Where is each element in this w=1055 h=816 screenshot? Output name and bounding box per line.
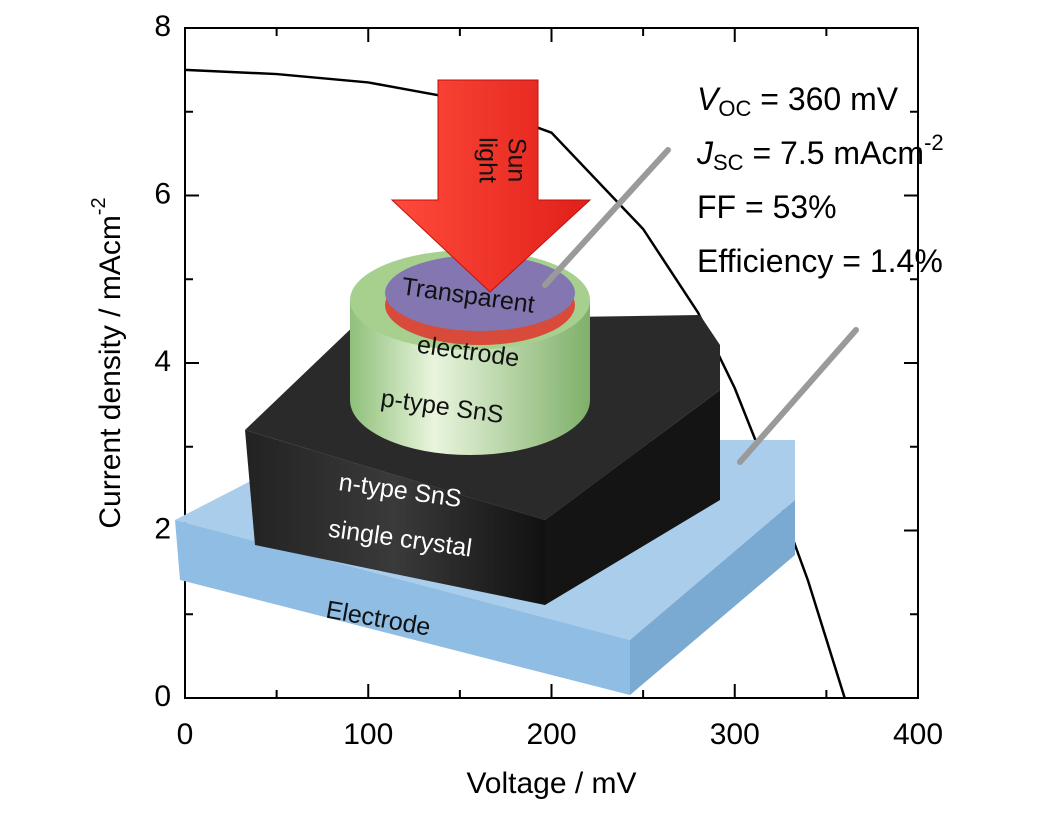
y-tick-label: 4 [154, 345, 171, 378]
x-tick-label: 400 [893, 718, 943, 751]
y-tick-label: 8 [154, 10, 171, 43]
y-tick-label: 6 [154, 177, 171, 210]
y-tick-label: 2 [154, 512, 171, 545]
y-tick-label: 0 [154, 680, 171, 713]
probe-needle [740, 330, 856, 462]
x-axis-label: Voltage / mV [466, 767, 636, 800]
annotation-subscript: OC [718, 96, 751, 121]
y-axis-label: Current density / mAcm-2 [88, 197, 127, 528]
annotation-text: = 7.5 mAcm [744, 135, 925, 171]
x-tick-label: 100 [343, 718, 393, 751]
annotation: VOC = 360 mV [697, 81, 899, 120]
annotation-superscript: -2 [924, 130, 944, 155]
x-tick-label: 300 [710, 718, 760, 751]
annotations: VOC = 360 mV JSC = 7.5 mAcm-2 FF = 53% Effi… [696, 81, 944, 279]
annotation-text: = 360 mV [751, 81, 898, 117]
y-axis-label-sup: -2 [88, 197, 110, 215]
annotation-text: Efficiency = 1.4% [697, 243, 943, 279]
annotation-subscript: SC [713, 150, 744, 175]
annotation-text: FF = 53% [697, 189, 837, 225]
device-illustration: Sun light Transparent electrode p-type S… [175, 80, 856, 695]
chart: 0 100 200 300 400 0 2 4 6 8 Voltage / mV Current de… [0, 0, 1055, 816]
annotation: JSC = 7.5 mAcm-2 [696, 130, 944, 175]
sunlight-label: Sun [502, 138, 530, 182]
annotation: FF = 53% [697, 189, 837, 225]
annotation: Efficiency = 1.4% [697, 243, 943, 279]
annotation-symbol: J [696, 135, 714, 171]
page: {"chart_data": { "type": "line", "x": [0… [0, 0, 1055, 816]
y-axis-label-text: Current density / mAcm [94, 215, 127, 528]
x-tick-label: 0 [177, 718, 194, 751]
x-tick-label: 200 [526, 718, 576, 751]
sunlight-label: light [473, 137, 501, 183]
